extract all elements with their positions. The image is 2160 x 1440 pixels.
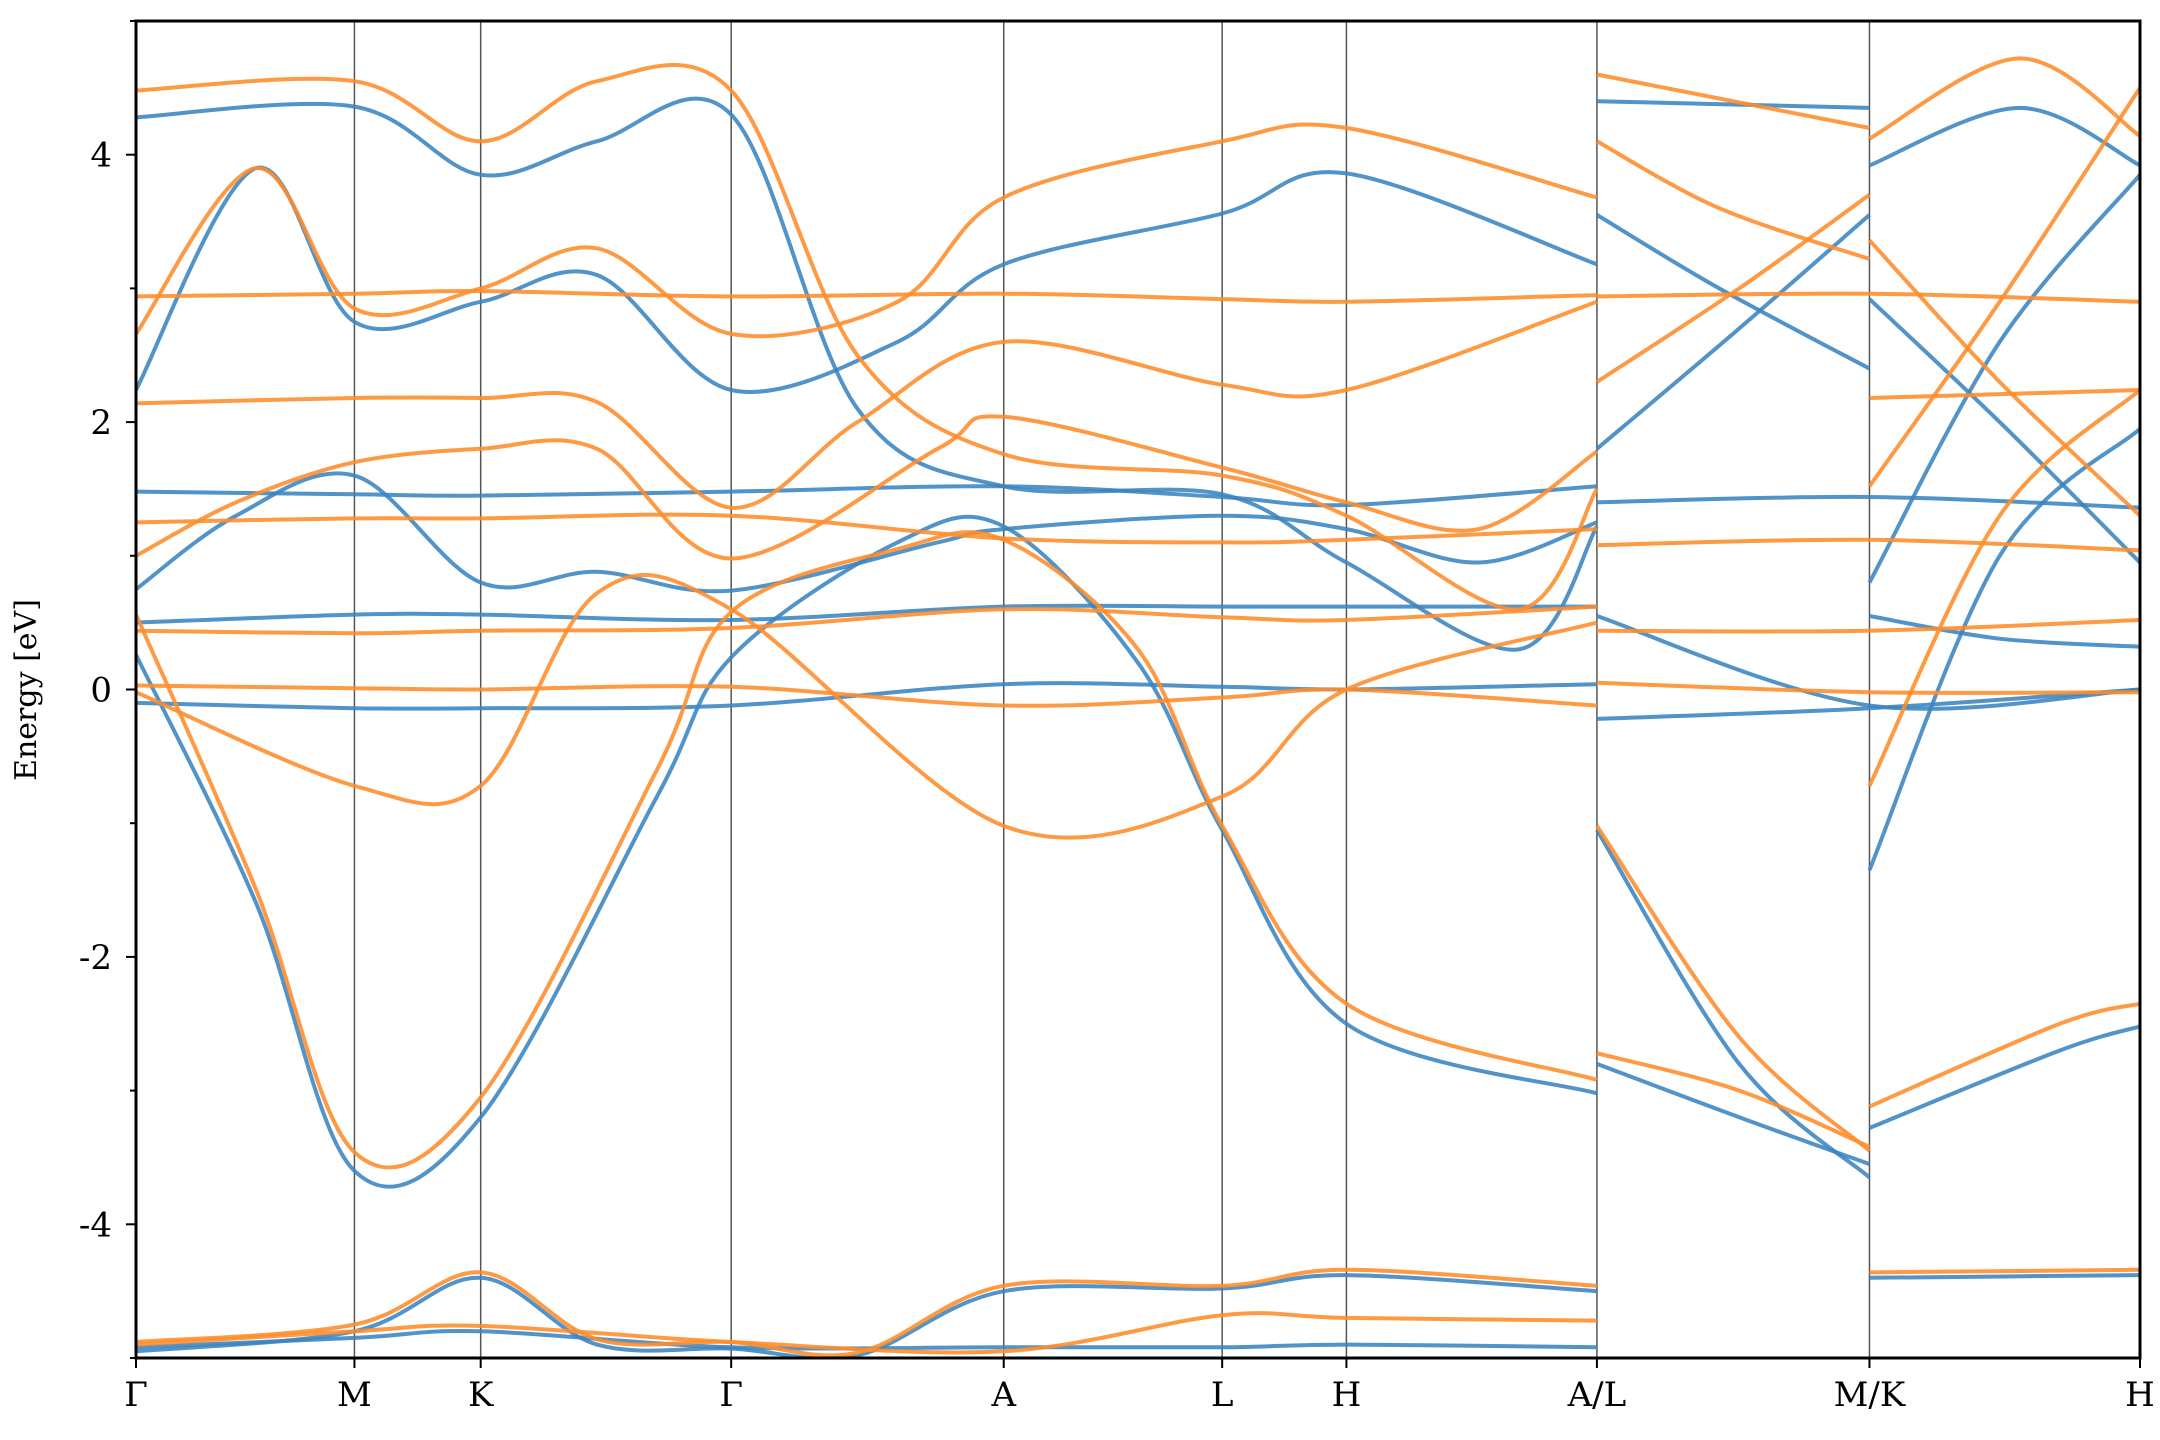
band-line: [1868, 297, 2140, 564]
band-line: [1595, 213, 1871, 371]
band-line: [1867, 427, 2140, 871]
band-line: [136, 1267, 1598, 1358]
band-line: [136, 96, 1599, 652]
band-line: [136, 514, 1598, 1189]
band-line: [1595, 193, 1871, 384]
band-line: [136, 299, 1598, 510]
band-line: [136, 471, 1598, 594]
band-line: [1867, 173, 2140, 584]
band-line: [136, 683, 1598, 708]
band-line: [1596, 1051, 1871, 1149]
band-line: [1867, 86, 2140, 488]
x-tick-label: L: [1211, 1375, 1234, 1415]
band-line: [1868, 105, 2140, 168]
band-line: [1595, 828, 1871, 1180]
band-lines: [136, 56, 2140, 1358]
band-line: [1596, 537, 2140, 553]
x-tick-label: H: [1332, 1375, 1362, 1415]
band-line: [1868, 1024, 2140, 1130]
band-line: [136, 122, 1598, 339]
band-line: [1869, 1267, 2140, 1275]
x-tick-label: A/L: [1567, 1375, 1627, 1415]
band-line: [1596, 494, 2140, 510]
band-line: [136, 604, 1598, 636]
band-line: [1868, 1001, 2140, 1109]
band-line: [1596, 291, 2140, 304]
y-tick-label: 0: [90, 671, 112, 711]
x-tick-label: M: [337, 1375, 372, 1415]
band-line: [1869, 1273, 2140, 1280]
band-line: [1596, 618, 2140, 634]
band-line: [136, 414, 1599, 561]
band-line: [136, 63, 1599, 612]
band-line: [1867, 388, 2140, 787]
band-line: [136, 1311, 1597, 1355]
band-line: [1596, 1062, 1871, 1166]
band-line: [1595, 139, 1871, 261]
band-line: [1595, 824, 1871, 1153]
band-line: [1596, 614, 2140, 711]
kpath-divider-lines: [353, 21, 1871, 1358]
band-line: [1596, 72, 1870, 130]
band-line: [1868, 238, 2140, 518]
band-line: [1596, 99, 1870, 110]
x-tick-label: K: [468, 1375, 494, 1415]
band-line: [1868, 56, 2140, 141]
y-axis-ticks: 4 2 0 -2 -4: [79, 20, 136, 1359]
band-line: [136, 530, 1598, 1170]
y-tick-label: 4: [90, 136, 112, 176]
y-tick-label: -4: [79, 1205, 112, 1245]
band-line: [136, 512, 1597, 545]
band-line: [1595, 213, 1871, 451]
band-line: [1869, 614, 2140, 649]
x-tick-label: A: [990, 1375, 1016, 1415]
band-line: [1596, 680, 2140, 695]
band-line: [136, 573, 1598, 840]
y-axis-label: Energy [eV]: [9, 599, 44, 781]
x-tick-label: H: [2125, 1375, 2155, 1415]
y-tick-label: 2: [90, 403, 112, 443]
x-tick-label: Γ: [719, 1375, 743, 1415]
band-line: [136, 484, 1598, 508]
x-tick-label: Γ: [124, 1375, 148, 1415]
x-axis-ticks: Γ M K Γ A L H A/L M/K H: [124, 1358, 2155, 1415]
band-line: [1869, 388, 2140, 400]
x-tick-label: M/K: [1834, 1375, 1906, 1415]
band-line: [136, 289, 1597, 304]
y-tick-label: -2: [79, 938, 112, 978]
band-line: [136, 603, 1597, 625]
